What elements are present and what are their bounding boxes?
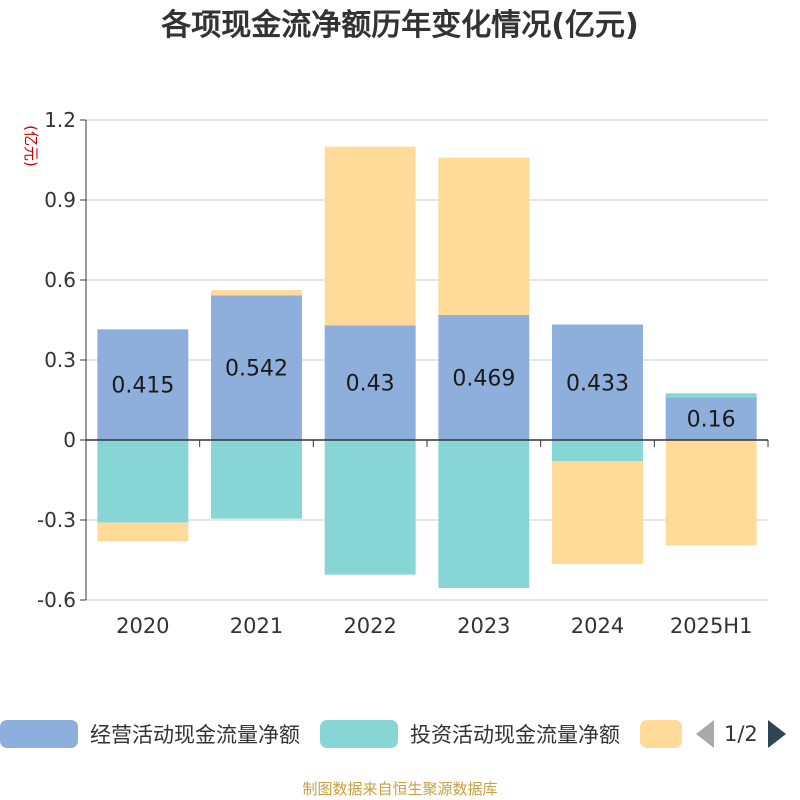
- y-tick-label: 0.9: [44, 188, 76, 212]
- data-labels: 0.415 0.542 0.43 0.469 0.433 0.16: [111, 357, 735, 433]
- bar-series-1-2024[interactable]: [552, 440, 643, 462]
- bar-series-0-2020[interactable]: [97, 329, 189, 440]
- y-tick-label: 0: [63, 428, 76, 452]
- x-tick-label: 2021: [230, 614, 283, 638]
- legend-item-investing[interactable]: 投资活动现金流量净额: [320, 716, 620, 752]
- bar-series-0-2025H1[interactable]: [665, 397, 757, 440]
- data-label-2022: 0.43: [346, 372, 395, 397]
- y-tick-label: -0.3: [37, 508, 76, 532]
- y-tick-label: 1.2: [44, 108, 76, 132]
- bar-series-2-2025H1[interactable]: [665, 440, 757, 546]
- bar-series-1-2022[interactable]: [324, 440, 416, 575]
- legend-pager: 1/2: [696, 716, 786, 752]
- x-tick-label: 2023: [457, 614, 510, 638]
- bar-series-2-2021[interactable]: [211, 290, 302, 296]
- pager-prev-icon[interactable]: [696, 720, 714, 748]
- y-tick-label: 0.3: [44, 348, 76, 372]
- bar-series-2-2024[interactable]: [552, 461, 643, 564]
- legend-swatch-third-series: [640, 720, 682, 748]
- chart-title: 各项现金流净额历年变化情况(亿元): [161, 8, 639, 43]
- data-label-2020: 0.415: [111, 374, 174, 399]
- bar-series-1-2023[interactable]: [438, 440, 530, 588]
- data-label-2023: 0.469: [452, 366, 515, 391]
- x-tick-label: 2025H1: [670, 614, 753, 638]
- bar-series-1-2021[interactable]: [211, 440, 302, 519]
- bar-series-0-2023[interactable]: [438, 314, 530, 440]
- legend-swatch-investing: [320, 720, 398, 748]
- bar-series-1-2025H1[interactable]: [665, 393, 757, 398]
- pager-next-icon[interactable]: [767, 720, 786, 748]
- data-label-2024: 0.433: [566, 371, 629, 396]
- legend: 经营活动现金流量净额 投资活动现金流量净额: [0, 716, 800, 752]
- x-tick-label: 2024: [571, 614, 624, 638]
- x-tick-label: 2022: [343, 614, 396, 638]
- bar-series-0-2022[interactable]: [324, 325, 416, 440]
- legend-item-operating[interactable]: 经营活动现金流量净额: [0, 716, 300, 752]
- bar-series-2-2022[interactable]: [324, 146, 416, 326]
- grid-lines: [86, 119, 768, 601]
- y-axis-title: (亿元): [22, 125, 40, 167]
- x-tick-label: 2020: [116, 614, 169, 638]
- legend-swatch-operating: [0, 720, 78, 748]
- bar-series-0-2024[interactable]: [552, 324, 643, 440]
- data-label-2021: 0.542: [225, 357, 288, 382]
- data-label-2025H1: 0.16: [687, 408, 736, 433]
- bar-series-2-2023[interactable]: [438, 157, 530, 315]
- bar-series-1-2020[interactable]: [97, 440, 189, 523]
- legend-label-investing: 投资活动现金流量净额: [410, 723, 620, 747]
- bars: [97, 146, 757, 588]
- pager-text: 1/2: [724, 722, 758, 746]
- y-tick-label: -0.6: [37, 588, 76, 612]
- y-tick-label: 0.6: [44, 268, 76, 292]
- bar-series-2-2020[interactable]: [97, 522, 189, 542]
- bar-series-0-2021[interactable]: [211, 295, 302, 440]
- axes: 1.2 0.9 0.6 0.3 0 -0.3 -0.6 2020 2021 2022 2023 202…: [37, 108, 769, 638]
- legend-label-operating: 经营活动现金流量净额: [90, 723, 300, 747]
- legend-item-third-series[interactable]: [640, 716, 682, 752]
- source-note: 制图数据来自恒生聚源数据库: [302, 780, 498, 798]
